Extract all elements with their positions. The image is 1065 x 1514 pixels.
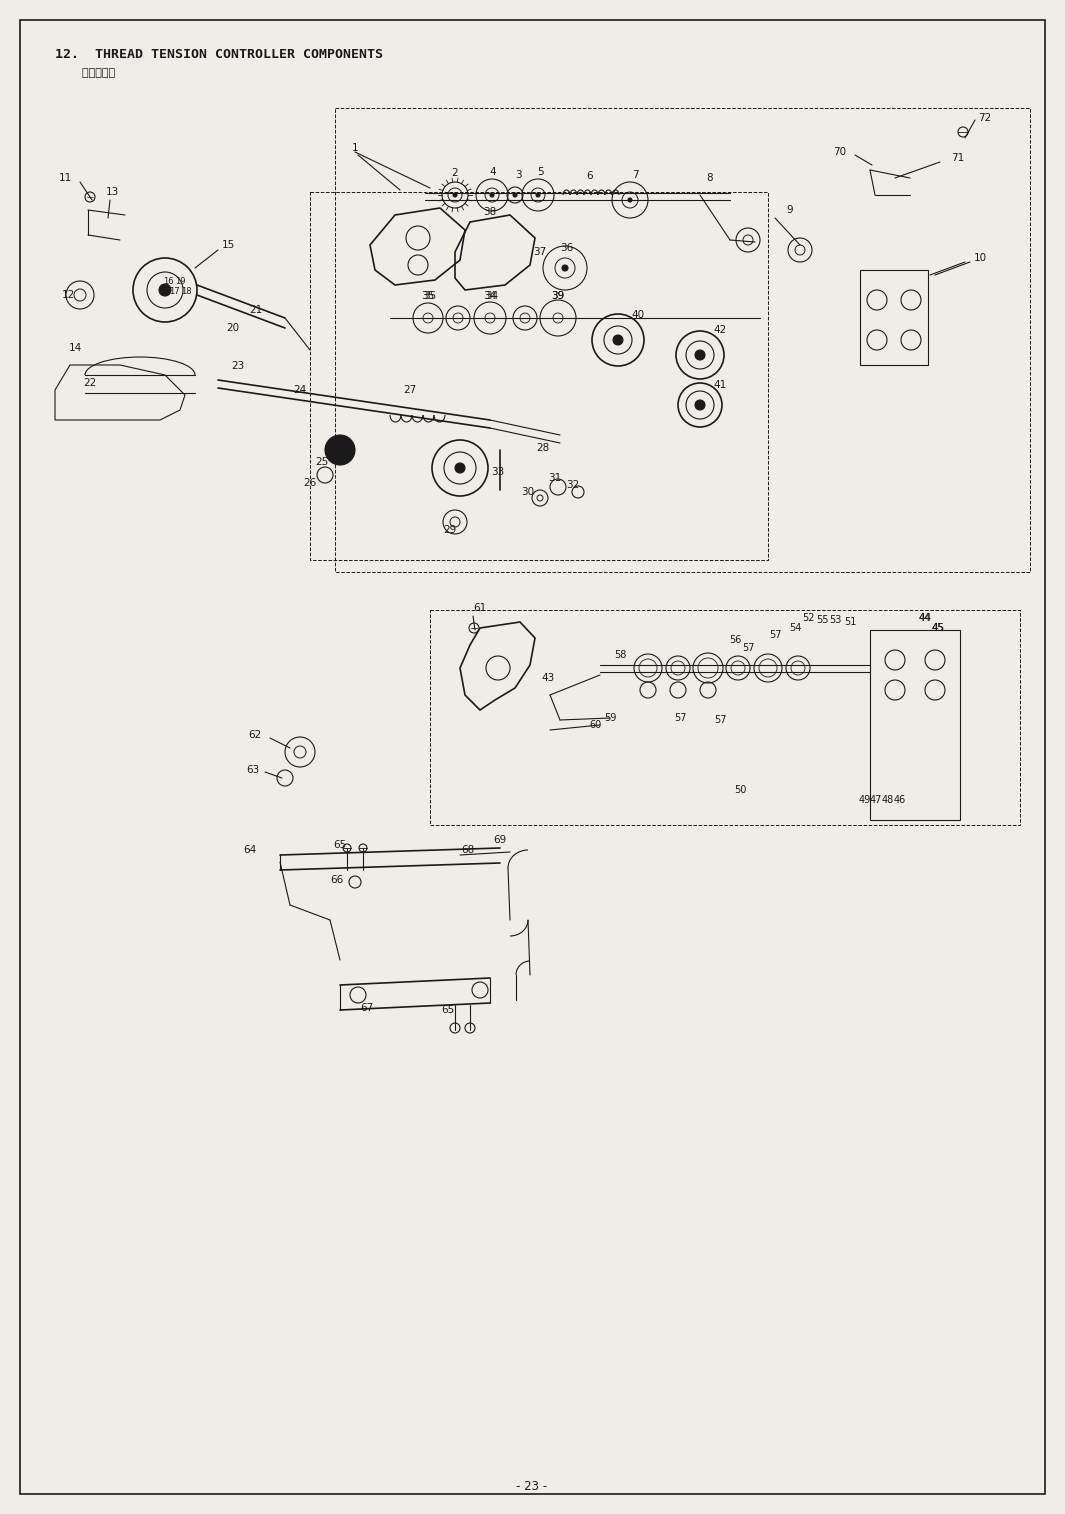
Circle shape [628,198,632,201]
Text: 16: 16 [163,277,174,286]
Text: 35: 35 [424,291,437,301]
Text: 20: 20 [227,322,240,333]
Text: 34: 34 [484,291,496,301]
Text: 39: 39 [552,291,564,301]
Circle shape [695,350,705,360]
Text: 8: 8 [707,173,714,183]
Text: 58: 58 [613,650,626,660]
Text: 67: 67 [360,1002,374,1013]
Text: 65: 65 [333,840,346,849]
Text: 糸調子関係: 糸調子関係 [68,68,115,79]
Text: 43: 43 [541,674,555,683]
Text: 69: 69 [493,836,507,845]
Text: 59: 59 [604,713,617,724]
Text: 36: 36 [560,244,574,253]
Text: 61: 61 [473,603,487,613]
Text: 65: 65 [441,1005,455,1014]
Text: 12: 12 [62,291,75,300]
Text: 32: 32 [567,480,579,491]
Text: 5: 5 [537,167,543,177]
Text: 31: 31 [548,472,561,483]
Text: 64: 64 [244,845,257,855]
Text: 19: 19 [175,277,185,286]
Text: 46: 46 [894,795,906,805]
Text: 34: 34 [486,291,498,301]
Circle shape [325,435,355,465]
Circle shape [562,265,568,271]
Text: 25: 25 [315,457,329,466]
Text: 6: 6 [587,171,593,182]
Text: 12.  THREAD TENSION CONTROLLER COMPONENTS: 12. THREAD TENSION CONTROLLER COMPONENTS [55,48,383,61]
Text: - 23 -: - 23 - [517,1481,547,1493]
Text: 29: 29 [443,525,457,534]
Text: 14: 14 [68,344,82,353]
Text: 22: 22 [83,378,97,388]
Circle shape [455,463,465,472]
Text: 41: 41 [714,380,726,391]
Text: 21: 21 [249,304,263,315]
Text: 13: 13 [105,188,118,197]
Text: 35: 35 [422,291,435,301]
Text: 45: 45 [932,622,945,633]
Text: 62: 62 [248,730,262,740]
Text: 11: 11 [59,173,71,183]
Text: 54: 54 [789,622,801,633]
Text: 49: 49 [858,795,871,805]
Text: 70: 70 [834,147,847,157]
Text: 17: 17 [168,288,179,297]
Text: 18: 18 [181,288,192,297]
Text: 7: 7 [632,170,638,180]
Text: 26: 26 [304,478,316,488]
Text: 57: 57 [714,715,726,725]
Circle shape [159,285,171,297]
Text: 44: 44 [918,613,932,622]
Text: 38: 38 [484,207,496,217]
Text: 4: 4 [490,167,496,177]
Text: 55: 55 [816,615,829,625]
Text: 33: 33 [491,466,505,477]
Text: 10: 10 [973,253,986,263]
Text: 60: 60 [589,721,601,730]
Text: 27: 27 [404,385,416,395]
Circle shape [453,192,457,197]
Text: 23: 23 [231,360,245,371]
Text: 68: 68 [461,845,475,855]
Text: 50: 50 [734,784,747,795]
Text: 53: 53 [829,615,841,625]
Circle shape [513,192,517,197]
Text: 57: 57 [769,630,782,640]
Text: 48: 48 [882,795,895,805]
Circle shape [490,192,494,197]
Text: 71: 71 [951,153,965,164]
Text: 30: 30 [522,488,535,497]
Text: 66: 66 [330,875,344,886]
Text: 44: 44 [919,613,931,622]
Text: 52: 52 [802,613,815,622]
Text: 63: 63 [246,765,260,775]
Text: 40: 40 [632,310,644,319]
Circle shape [695,400,705,410]
Circle shape [536,192,540,197]
Text: 56: 56 [728,634,741,645]
Bar [861,269,928,365]
Circle shape [613,335,623,345]
Text: 51: 51 [843,618,856,627]
Text: 39: 39 [552,291,564,301]
Text: 24: 24 [293,385,307,395]
Text: 15: 15 [222,241,234,250]
Text: 2: 2 [452,168,458,179]
Text: 42: 42 [714,326,726,335]
Text: 37: 37 [534,247,546,257]
Text: 72: 72 [979,114,992,123]
Text: 47: 47 [870,795,882,805]
Text: 9: 9 [787,204,793,215]
Text: 3: 3 [514,170,521,180]
Text: 1: 1 [351,142,358,153]
Text: 57: 57 [674,713,686,724]
Text: 57: 57 [741,643,754,653]
Text: 28: 28 [537,444,550,453]
Text: 45: 45 [932,622,945,633]
